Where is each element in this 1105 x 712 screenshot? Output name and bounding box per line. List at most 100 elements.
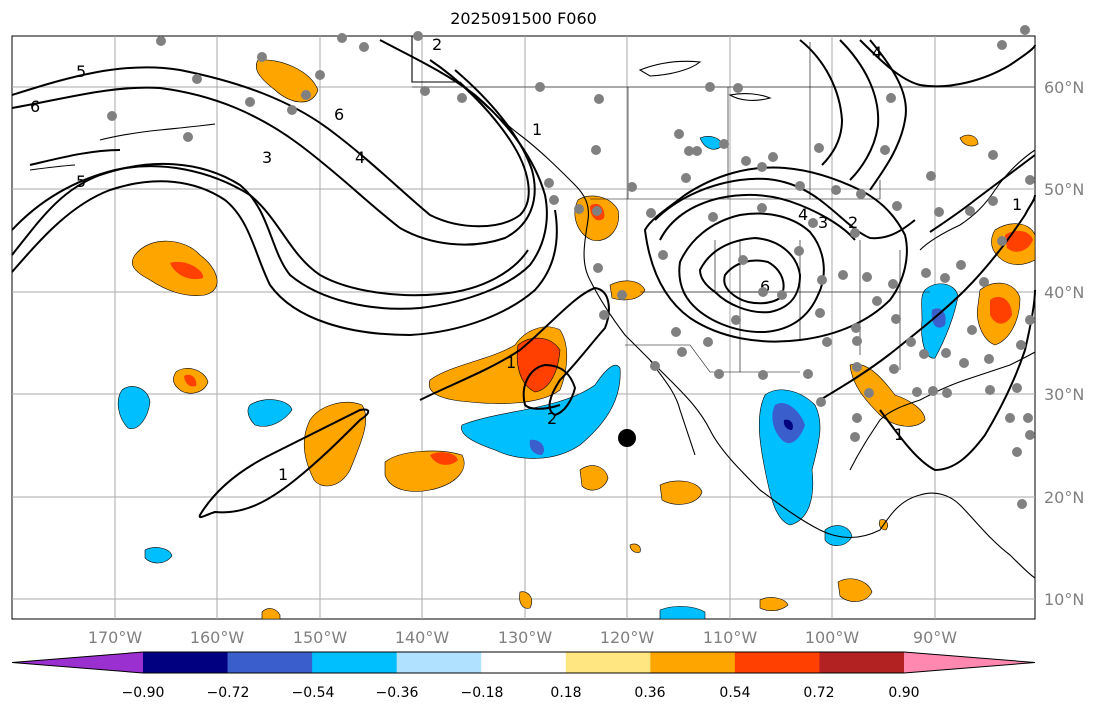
station-marker bbox=[988, 196, 998, 206]
station-marker bbox=[814, 143, 824, 153]
station-marker bbox=[627, 182, 637, 192]
station-marker bbox=[928, 386, 938, 396]
colorbar-extend-high bbox=[904, 652, 1035, 673]
lat-label-30n: 30°N bbox=[1044, 385, 1084, 404]
station-marker bbox=[817, 275, 827, 285]
station-marker bbox=[758, 370, 768, 380]
station-marker bbox=[757, 203, 767, 213]
lon-label-90w: 90°W bbox=[913, 628, 957, 647]
station-marker bbox=[919, 349, 929, 359]
station-marker bbox=[107, 111, 117, 121]
station-marker bbox=[599, 310, 609, 320]
station-marker bbox=[979, 277, 989, 287]
station-marker bbox=[413, 31, 423, 41]
station-marker bbox=[942, 388, 952, 398]
station-marker bbox=[889, 364, 899, 374]
station-marker bbox=[535, 82, 545, 92]
lat-label-50n: 50°N bbox=[1044, 180, 1084, 199]
station-marker bbox=[758, 287, 768, 297]
station-marker bbox=[888, 279, 898, 289]
longitude-labels: 170°W 160°W 150°W 140°W 130°W 120°W 110°… bbox=[88, 628, 957, 647]
lat-label-40n: 40°N bbox=[1044, 283, 1084, 302]
colorbar-outline bbox=[11, 651, 1036, 674]
station-marker bbox=[692, 146, 702, 156]
station-marker bbox=[245, 97, 255, 107]
station-marker bbox=[967, 325, 977, 335]
station-marker bbox=[757, 162, 767, 172]
station-marker bbox=[941, 348, 951, 358]
contour-label-group: 5 6 3 6 4 5 2 1 4 3 2 6 4 1 2 1 1 1 bbox=[30, 35, 1022, 484]
station-marker bbox=[795, 181, 805, 191]
station-marker bbox=[997, 236, 1007, 246]
station-marker bbox=[921, 268, 931, 278]
lat-label-20n: 20°N bbox=[1044, 488, 1084, 507]
station-marker bbox=[156, 36, 166, 46]
lon-label-140w: 140°W bbox=[395, 628, 450, 647]
station-marker bbox=[574, 204, 584, 214]
lon-label-130w: 130°W bbox=[498, 628, 553, 647]
station-marker bbox=[852, 336, 862, 346]
contour-label: 6 bbox=[760, 277, 770, 296]
station-marker bbox=[257, 52, 267, 62]
station-marker bbox=[674, 129, 684, 139]
station-marker bbox=[831, 185, 841, 195]
station-marker bbox=[617, 290, 627, 300]
station-marker bbox=[864, 388, 874, 398]
station-marker bbox=[593, 263, 603, 273]
lon-label-170w: 170°W bbox=[88, 628, 143, 647]
station-marker bbox=[544, 178, 554, 188]
station-marker bbox=[708, 212, 718, 222]
station-marker bbox=[1020, 25, 1030, 35]
contour-label: 2 bbox=[848, 213, 858, 232]
contour-label: 6 bbox=[30, 97, 40, 116]
station-marker bbox=[1025, 175, 1035, 185]
station-marker bbox=[671, 327, 681, 337]
colorbar-tick-label: 0.54 bbox=[719, 685, 750, 701]
station-marker bbox=[985, 385, 995, 395]
map-title: 2025091500 F060 bbox=[450, 9, 597, 28]
station-marker bbox=[880, 145, 890, 155]
station-marker bbox=[301, 90, 311, 100]
station-marker bbox=[959, 358, 969, 368]
station-marker bbox=[822, 337, 832, 347]
station-marker bbox=[997, 40, 1007, 50]
contour-label: 1 bbox=[1012, 195, 1022, 214]
station-marker bbox=[852, 362, 862, 372]
station-marker bbox=[684, 146, 694, 156]
station-marker bbox=[940, 273, 950, 283]
station-marker bbox=[988, 150, 998, 160]
station-marker bbox=[850, 228, 860, 238]
lon-label-150w: 150°W bbox=[293, 628, 348, 647]
colorbar-segment bbox=[650, 652, 736, 673]
station-marker bbox=[703, 337, 713, 347]
colorbar-segment bbox=[396, 652, 482, 673]
station-marker bbox=[337, 33, 347, 43]
contour-label: 3 bbox=[818, 213, 828, 232]
contour-label: 1 bbox=[506, 353, 516, 372]
station-marker bbox=[852, 413, 862, 423]
colorbar-tick-label: −0.18 bbox=[461, 685, 504, 701]
colorbar-segment bbox=[734, 652, 820, 673]
colorbar-tick-labels: −0.90 −0.72 −0.54 −0.36 −0.18 0.18 0.36 … bbox=[122, 685, 920, 701]
station-marker bbox=[862, 272, 872, 282]
station-marker bbox=[803, 369, 813, 379]
station-marker bbox=[457, 93, 467, 103]
contour-label: 4 bbox=[798, 205, 808, 224]
station-marker bbox=[872, 296, 882, 306]
contour-label: 3 bbox=[262, 148, 272, 167]
colorbar-tick-label: −0.72 bbox=[207, 685, 250, 701]
station-marker bbox=[886, 93, 896, 103]
colorbar-tick-label: −0.54 bbox=[292, 685, 335, 701]
latitude-labels: 60°N 50°N 40°N 30°N 20°N 10°N bbox=[1044, 78, 1084, 609]
colorbar bbox=[11, 651, 1036, 674]
contour-label: 4 bbox=[872, 43, 882, 62]
station-marker bbox=[956, 260, 966, 270]
station-marker bbox=[420, 86, 430, 96]
station-marker bbox=[738, 255, 748, 265]
contour-label: 2 bbox=[547, 409, 557, 428]
station-marker bbox=[183, 132, 193, 142]
colorbar-tick-label: −0.90 bbox=[122, 685, 165, 701]
shaded-anomalies bbox=[117, 59, 1036, 620]
station-marker bbox=[1023, 413, 1033, 423]
